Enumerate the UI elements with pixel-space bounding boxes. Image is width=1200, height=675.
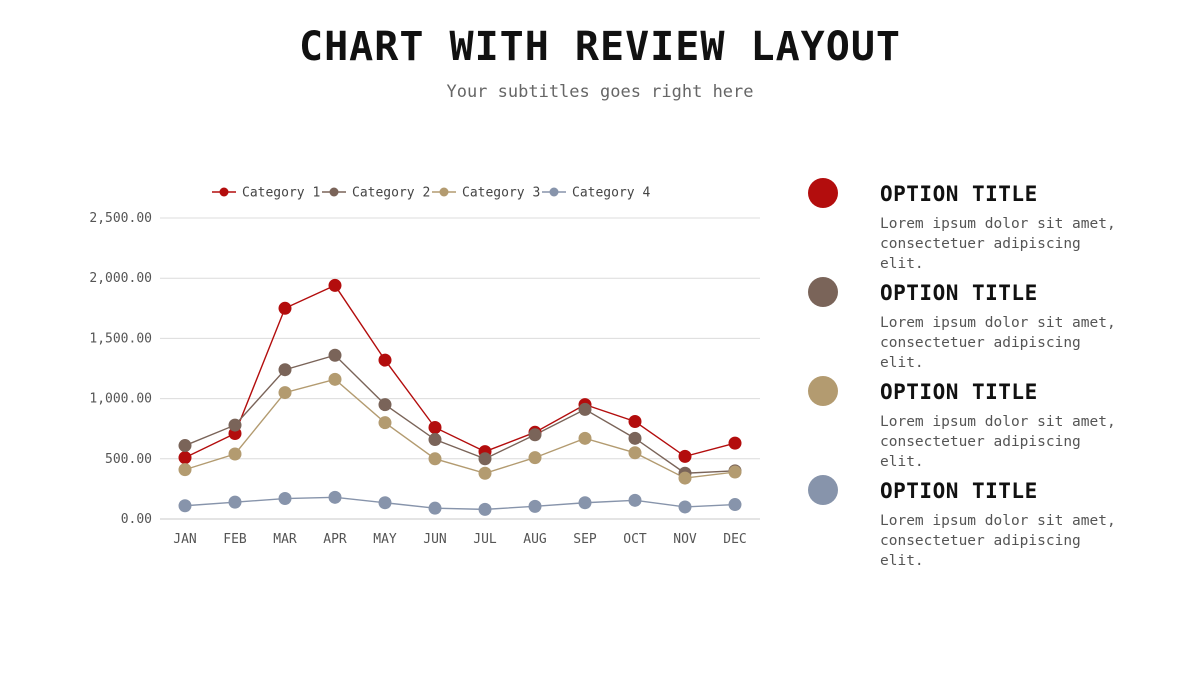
data-point-series-4 xyxy=(628,493,642,507)
data-point-series-1 xyxy=(628,414,642,428)
option-dot-icon xyxy=(808,475,838,505)
option-title: OPTION TITLE xyxy=(880,182,1038,206)
legend-label: Category 2 xyxy=(352,186,430,201)
data-point-series-2 xyxy=(178,439,192,453)
option-dot-icon xyxy=(808,277,838,307)
data-point-series-4 xyxy=(328,490,342,504)
series-line-3 xyxy=(184,378,736,479)
option-title: OPTION TITLE xyxy=(880,281,1038,305)
options-list: OPTION TITLE Lorem ipsum dolor sit amet,… xyxy=(808,176,1188,572)
x-tick-label: JUN xyxy=(423,532,446,547)
x-tick-label: MAR xyxy=(273,532,297,547)
data-point-series-1 xyxy=(428,420,442,434)
data-point-series-2 xyxy=(228,418,242,432)
x-tick-label: NOV xyxy=(673,532,697,547)
data-point-series-2 xyxy=(578,402,592,416)
data-point-series-2 xyxy=(378,398,392,412)
data-point-series-2 xyxy=(278,363,292,377)
x-tick-label: JUL xyxy=(473,532,497,547)
data-point-series-3 xyxy=(278,386,292,400)
data-point-series-1 xyxy=(728,436,742,450)
legend-marker-icon xyxy=(549,187,559,197)
x-tick-label: OCT xyxy=(623,532,647,547)
data-point-series-4 xyxy=(728,498,742,512)
y-tick-label: 1,000.00 xyxy=(89,392,152,407)
legend-marker-icon xyxy=(439,187,449,197)
x-tick-label: FEB xyxy=(223,532,247,547)
data-point-series-3 xyxy=(328,372,342,386)
option-description: Lorem ipsum dolor sit amet, consectetuer… xyxy=(880,315,1116,371)
data-point-series-3 xyxy=(578,431,592,445)
option-description: Lorem ipsum dolor sit amet, consectetuer… xyxy=(880,414,1116,470)
data-point-series-1 xyxy=(278,301,292,315)
data-point-series-4 xyxy=(278,492,292,506)
data-point-series-1 xyxy=(328,278,342,292)
data-point-series-4 xyxy=(578,496,592,510)
data-point-series-3 xyxy=(728,465,742,479)
data-point-series-1 xyxy=(678,449,692,463)
option-description: Lorem ipsum dolor sit amet, consectetuer… xyxy=(880,513,1116,569)
data-point-series-2 xyxy=(528,428,542,442)
data-point-series-2 xyxy=(328,348,342,362)
data-point-series-4 xyxy=(678,500,692,514)
option-dot-icon xyxy=(808,376,838,406)
series-line-2 xyxy=(184,354,736,474)
data-point-series-1 xyxy=(378,353,392,367)
option-dot-icon xyxy=(808,178,838,208)
option-title: OPTION TITLE xyxy=(880,380,1038,404)
data-point-series-3 xyxy=(228,447,242,461)
x-tick-label: MAY xyxy=(373,532,397,547)
data-point-series-3 xyxy=(428,452,442,466)
x-tick-label: JAN xyxy=(173,532,196,547)
data-point-series-4 xyxy=(428,501,442,515)
legend-marker-icon xyxy=(219,187,229,197)
option-item-3: OPTION TITLE Lorem ipsum dolor sit amet,… xyxy=(808,374,1188,473)
page-title: CHART WITH REVIEW LAYOUT xyxy=(299,24,901,70)
data-point-series-3 xyxy=(678,471,692,485)
option-item-2: OPTION TITLE Lorem ipsum dolor sit amet,… xyxy=(808,275,1188,374)
data-point-series-4 xyxy=(228,495,242,509)
data-point-series-4 xyxy=(528,499,542,513)
data-point-series-4 xyxy=(178,499,192,513)
data-point-series-2 xyxy=(428,433,442,447)
data-point-series-1 xyxy=(178,451,192,465)
legend-label: Category 4 xyxy=(572,186,650,201)
data-point-series-4 xyxy=(478,502,492,516)
series-line-1 xyxy=(184,284,736,459)
legend-marker-icon xyxy=(329,187,339,197)
x-tick-label: APR xyxy=(323,532,347,547)
data-point-series-3 xyxy=(528,451,542,465)
y-tick-label: 1,500.00 xyxy=(89,331,152,346)
data-point-series-2 xyxy=(478,452,492,466)
x-tick-label: AUG xyxy=(523,532,547,547)
option-description: Lorem ipsum dolor sit amet, consectetuer… xyxy=(880,216,1116,272)
data-point-series-3 xyxy=(628,446,642,460)
data-point-series-2 xyxy=(628,431,642,445)
page-subtitle: Your subtitles goes right here xyxy=(446,82,754,102)
x-tick-label: DEC xyxy=(723,532,746,547)
data-point-series-3 xyxy=(378,416,392,430)
y-tick-label: 500.00 xyxy=(105,452,152,467)
x-tick-label: SEP xyxy=(573,532,597,547)
data-point-series-3 xyxy=(178,463,192,477)
line-chart: 0.00 500.00 1,000.00 1,500.00 2,000.00 2,500.… xyxy=(89,186,760,547)
y-tick-label: 2,000.00 xyxy=(89,271,152,286)
data-point-series-3 xyxy=(478,466,492,480)
y-tick-label: 0.00 xyxy=(121,512,152,527)
option-item-1: OPTION TITLE Lorem ipsum dolor sit amet,… xyxy=(808,176,1188,275)
y-tick-label: 2,500.00 xyxy=(89,211,152,226)
option-title: OPTION TITLE xyxy=(880,479,1038,503)
legend-label: Category 3 xyxy=(462,186,540,201)
series-line-4 xyxy=(184,496,736,511)
option-item-4: OPTION TITLE Lorem ipsum dolor sit amet,… xyxy=(808,473,1188,572)
data-point-series-4 xyxy=(378,496,392,510)
legend-label: Category 1 xyxy=(242,186,320,201)
